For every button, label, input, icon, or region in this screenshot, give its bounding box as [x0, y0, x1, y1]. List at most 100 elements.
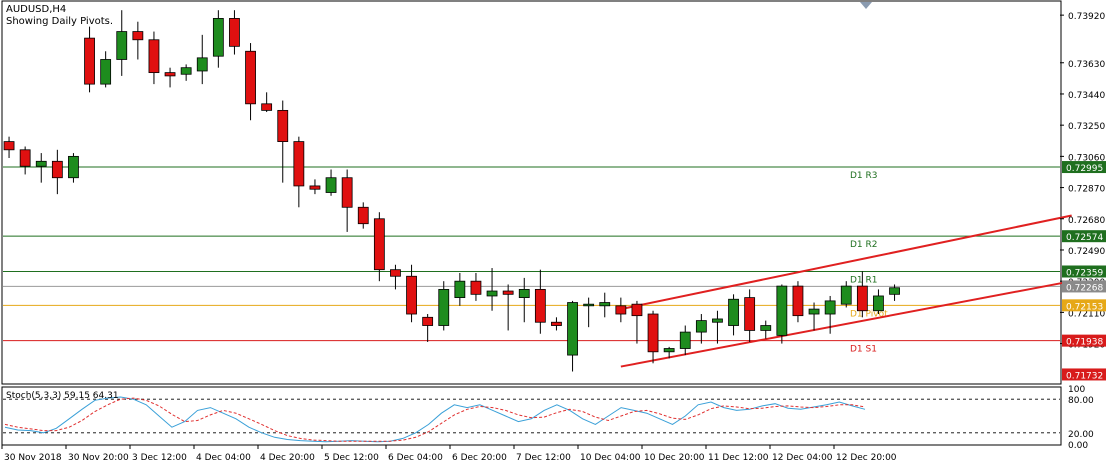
candle-33[interactable] [534, 269, 546, 334]
chart-shift-marker-icon[interactable] [860, 2, 872, 9]
candle-52[interactable] [840, 281, 852, 308]
candle-12[interactable] [196, 34, 208, 85]
candle-17[interactable] [277, 100, 289, 183]
candle-4[interactable] [68, 153, 79, 183]
y-tick-label-3: 0.73250 [1068, 122, 1105, 132]
candle-39[interactable] [631, 300, 643, 344]
stoch-tick-2: 20.00 [1068, 430, 1094, 440]
candle-44[interactable] [712, 310, 723, 344]
candle-46[interactable] [744, 289, 756, 342]
candle-body [35, 160, 47, 167]
candle-8[interactable] [132, 21, 144, 60]
candle-body [373, 218, 385, 271]
price-tag-6: 0.71732 [1062, 368, 1106, 381]
candle-6[interactable] [100, 51, 112, 88]
candle-body [341, 177, 353, 208]
candle-15[interactable] [245, 43, 256, 121]
candle-41[interactable] [663, 346, 675, 359]
price-tag-text: 0.71938 [1066, 338, 1103, 348]
pivot-label-1: D1 R2 [850, 240, 878, 250]
candle-26[interactable] [422, 314, 434, 342]
candle-47[interactable] [760, 320, 772, 339]
candle-body [180, 67, 192, 75]
candle-19[interactable] [309, 179, 321, 195]
candle-body [873, 295, 884, 312]
candle-body [357, 206, 369, 225]
candle-40[interactable] [647, 310, 659, 364]
candle-body [293, 141, 305, 187]
candle-14[interactable] [229, 10, 240, 55]
x-tick-label-1: 30 Nov 20:00 [68, 453, 129, 463]
candle-1[interactable] [19, 146, 31, 175]
candle-48[interactable] [776, 284, 788, 344]
candle-11[interactable] [180, 64, 192, 81]
candle-body [406, 275, 417, 315]
candle-25[interactable] [406, 264, 417, 323]
candle-42[interactable] [679, 325, 691, 356]
x-tick-label-4: 4 Dec 20:00 [260, 453, 315, 463]
y-tick-label-9: 0.72110 [1068, 309, 1105, 319]
candle-30[interactable] [486, 268, 498, 311]
candle-31[interactable] [502, 284, 514, 331]
candle-body [679, 331, 691, 349]
candle-body [132, 31, 144, 41]
x-tick-label-13: 12 Dec 20:00 [836, 453, 897, 463]
candle-body [840, 285, 852, 305]
candle-18[interactable] [293, 136, 305, 208]
candle-body [19, 149, 31, 167]
candle-34[interactable] [551, 317, 562, 331]
price-tag-bg [1062, 299, 1106, 312]
candle-35[interactable] [567, 300, 578, 372]
chart-symbol-title: AUDUSD,H4 [6, 4, 66, 15]
candle-body [245, 50, 256, 105]
pivot-label-4: D1 S1 [850, 345, 877, 355]
price-tag-0: 0.72995 [1062, 161, 1106, 174]
candle-32[interactable] [518, 277, 530, 323]
candle-53[interactable] [856, 271, 868, 318]
candle-38[interactable] [615, 297, 627, 323]
candle-28[interactable] [454, 272, 466, 306]
candle-16[interactable] [261, 92, 273, 113]
candle-13[interactable] [212, 10, 224, 68]
candle-50[interactable] [808, 302, 820, 331]
channel-line-0[interactable] [620, 214, 1072, 311]
candle-49[interactable] [792, 281, 804, 323]
candle-21[interactable] [341, 169, 353, 232]
candle-45[interactable] [728, 294, 739, 336]
candle-body [518, 288, 530, 299]
candle-body [390, 269, 401, 277]
candle-24[interactable] [390, 264, 401, 290]
candle-37[interactable] [599, 292, 611, 318]
price-tag-3: 0.72268 [1062, 280, 1106, 293]
candle-20[interactable] [325, 169, 337, 196]
candle-27[interactable] [438, 281, 450, 331]
candle-54[interactable] [873, 289, 884, 315]
channel-line-1[interactable] [620, 280, 1072, 368]
candle-0[interactable] [3, 136, 15, 159]
candle-body [196, 57, 208, 72]
candle-body [100, 59, 112, 85]
candle-5[interactable] [84, 26, 95, 93]
candle-body [148, 39, 160, 74]
candle-3[interactable] [51, 149, 63, 195]
candle-43[interactable] [695, 314, 707, 344]
candle-22[interactable] [357, 202, 369, 229]
candle-10[interactable] [164, 67, 176, 88]
candle-55[interactable] [889, 284, 900, 301]
candle-2[interactable] [35, 153, 47, 183]
stoch-tick-1: 80.00 [1068, 396, 1094, 406]
candle-body [84, 37, 95, 85]
candle-body [856, 285, 868, 312]
candle-23[interactable] [373, 212, 385, 282]
candle-29[interactable] [470, 272, 482, 301]
candle-36[interactable] [583, 297, 595, 328]
candle-9[interactable] [148, 31, 160, 85]
candle-body [889, 287, 900, 295]
candle-7[interactable] [116, 10, 128, 76]
candle-51[interactable] [824, 295, 836, 334]
candle-body [712, 318, 723, 323]
chart-subtitle: Showing Daily Pivots. [6, 16, 113, 27]
y-tick-label-0: 0.73920 [1068, 12, 1105, 22]
price-tag-text: 0.71732 [1066, 371, 1103, 381]
